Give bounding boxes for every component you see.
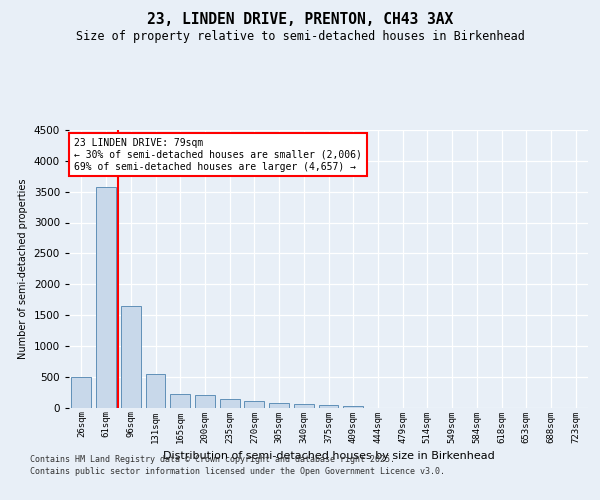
Bar (343, 406, 363, 407)
Bar (146, 374, 166, 408)
Bar (121, 306, 140, 408)
Bar (294, 404, 314, 407)
Bar (319, 404, 338, 407)
Bar (269, 403, 289, 407)
Y-axis label: Number of semi-detached properties: Number of semi-detached properties (18, 178, 28, 359)
Bar (220, 400, 239, 407)
Bar (244, 402, 264, 407)
Text: 23 LINDEN DRIVE: 79sqm
← 30% of semi-detached houses are smaller (2,006)
69% of : 23 LINDEN DRIVE: 79sqm ← 30% of semi-det… (74, 138, 362, 172)
Text: 23, LINDEN DRIVE, PRENTON, CH43 3AX: 23, LINDEN DRIVE, PRENTON, CH43 3AX (147, 12, 453, 28)
Bar (71, 376, 91, 408)
Text: Contains HM Land Registry data © Crown copyright and database right 2025.: Contains HM Land Registry data © Crown c… (30, 455, 395, 464)
Bar (170, 394, 190, 407)
Text: Size of property relative to semi-detached houses in Birkenhead: Size of property relative to semi-detach… (76, 30, 524, 43)
Bar (96, 186, 116, 408)
X-axis label: Distribution of semi-detached houses by size in Birkenhead: Distribution of semi-detached houses by … (163, 451, 494, 461)
Text: Contains public sector information licensed under the Open Government Licence v3: Contains public sector information licen… (30, 467, 445, 476)
Bar (195, 394, 215, 407)
